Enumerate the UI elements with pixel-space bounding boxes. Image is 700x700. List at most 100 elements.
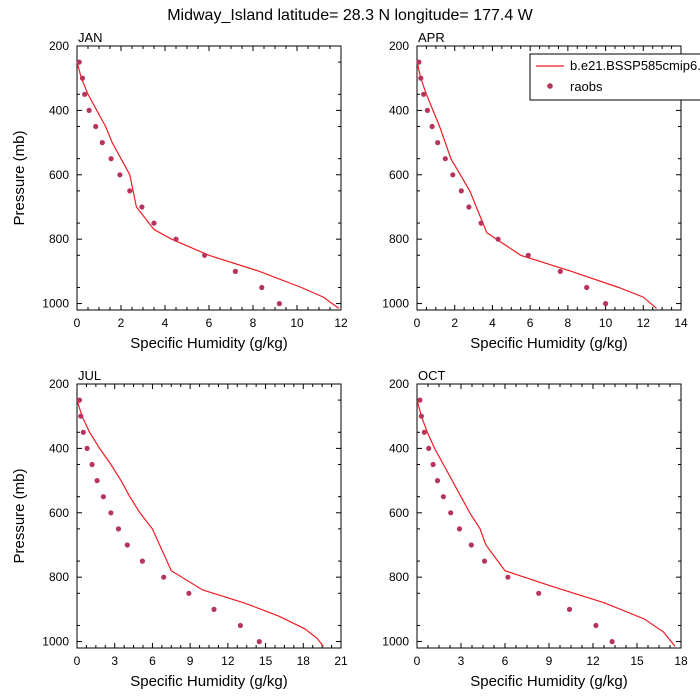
- y-tick-label: 1000: [42, 635, 69, 649]
- raobs-point: [609, 639, 615, 645]
- raobs-point: [99, 140, 105, 146]
- raobs-point: [478, 220, 484, 226]
- raobs-point: [124, 542, 130, 548]
- raobs-point: [84, 445, 90, 451]
- raobs-point: [211, 606, 217, 613]
- panel-title: JUL: [78, 368, 101, 383]
- plot-frame: [76, 383, 342, 649]
- panel-title: OCT: [418, 368, 446, 383]
- y-tick-label: 400: [389, 441, 409, 455]
- x-tick-label: 10: [599, 316, 613, 330]
- x-axis-label: Specific Humidity (g/kg): [130, 335, 288, 352]
- raobs-point: [418, 75, 424, 81]
- raobs-point: [100, 494, 106, 500]
- y-tick-label: 800: [49, 570, 69, 584]
- x-tick-label: 8: [565, 316, 572, 330]
- x-tick-label: 0: [74, 654, 81, 668]
- y-tick-label: 200: [389, 377, 409, 391]
- x-axis-label: Specific Humidity (g/kg): [470, 335, 628, 352]
- x-tick-label: 12: [221, 654, 235, 668]
- raobs-point: [127, 188, 133, 194]
- legend-box: [529, 53, 700, 101]
- raobs-point: [593, 622, 599, 629]
- y-tick-label: 200: [49, 377, 69, 391]
- y-tick-label: 1000: [382, 635, 409, 649]
- raobs-point: [78, 413, 84, 419]
- y-axis-label: Pressure (mb): [11, 468, 28, 563]
- raobs-point: [584, 284, 590, 291]
- raobs-point: [468, 542, 474, 548]
- raobs-point: [466, 204, 472, 210]
- model-profile-line: [417, 399, 676, 647]
- x-tick-label: 14: [674, 316, 688, 330]
- y-tick-label: 1000: [382, 297, 409, 311]
- x-tick-label: 2: [451, 316, 458, 330]
- raobs-point: [440, 494, 446, 500]
- x-tick-label: 0: [414, 654, 421, 668]
- raobs-point: [259, 284, 265, 291]
- x-tick-label: 4: [162, 316, 169, 330]
- raobs-point: [79, 75, 86, 81]
- raobs-point: [450, 172, 456, 178]
- raobs-point: [525, 252, 531, 258]
- raobs-point: [434, 478, 441, 484]
- raobs-point: [94, 478, 100, 484]
- raobs-point: [557, 268, 563, 274]
- y-tick-label: 400: [49, 103, 69, 117]
- raobs-point: [417, 397, 423, 403]
- plot-frame: [416, 383, 682, 649]
- model-profile-line: [417, 61, 657, 309]
- raobs-point: [495, 236, 501, 242]
- raobs-point: [139, 558, 145, 564]
- raobs-point: [117, 172, 123, 178]
- legend-model-label: b.e21.BSSP585cmip6.f09_g17.CMIP6-SSP5-8.…: [570, 58, 700, 73]
- raobs-point: [161, 574, 167, 580]
- raobs-point: [481, 558, 488, 564]
- y-tick-label: 200: [389, 39, 409, 53]
- y-axis-label: Pressure (mb): [11, 130, 28, 225]
- y-tick-label: 800: [49, 232, 69, 246]
- y-tick-label: 600: [389, 168, 409, 182]
- raobs-point: [115, 526, 122, 532]
- y-tick-label: 600: [49, 506, 69, 520]
- raobs-point: [93, 123, 99, 130]
- raobs-point: [426, 445, 432, 451]
- raobs-point: [76, 59, 82, 65]
- raobs-point: [505, 574, 511, 580]
- y-tick-label: 800: [389, 232, 409, 246]
- x-tick-label: 12: [334, 316, 348, 330]
- x-axis-label: Specific Humidity (g/kg): [130, 673, 288, 690]
- raobs-point: [173, 236, 179, 242]
- raobs-point: [232, 268, 238, 274]
- raobs-point: [458, 188, 464, 194]
- raobs-point: [416, 59, 422, 65]
- x-tick-label: 15: [630, 654, 644, 668]
- raobs-point: [237, 622, 243, 629]
- y-tick-label: 800: [389, 570, 409, 584]
- legend: b.e21.BSSP585cmip6.f09_g17.CMIP6-SSP5-8.…: [529, 53, 700, 101]
- x-tick-label: 6: [502, 654, 509, 668]
- raobs-point: [442, 156, 448, 162]
- plot-frame: [76, 45, 342, 311]
- raobs-point: [186, 590, 192, 596]
- x-tick-label: 15: [259, 654, 273, 668]
- x-tick-label: 4: [489, 316, 496, 330]
- raobs-point: [448, 510, 454, 516]
- panel-title: JAN: [78, 30, 103, 45]
- x-tick-label: 18: [297, 654, 311, 668]
- raobs-point: [418, 413, 424, 419]
- raobs-point: [256, 639, 262, 645]
- x-tick-label: 12: [586, 654, 600, 668]
- chart-panel-jul: JUL 0 3 6 9 12 15 18 21 200 400 600 800 1000 Specific …: [11, 368, 348, 690]
- raobs-point: [76, 397, 83, 403]
- chart-panel-oct: OCT 0 3 6 9 12 15 18 200 400 600 800 1000 Specific Hu…: [382, 368, 688, 690]
- raobs-point: [536, 590, 542, 596]
- x-tick-label: 9: [546, 654, 553, 668]
- y-tick-label: 200: [49, 39, 69, 53]
- x-tick-label: 18: [674, 654, 688, 668]
- x-tick-label: 2: [118, 316, 125, 330]
- raobs-point: [424, 107, 430, 113]
- raobs-point: [566, 606, 573, 613]
- x-tick-label: 0: [414, 316, 421, 330]
